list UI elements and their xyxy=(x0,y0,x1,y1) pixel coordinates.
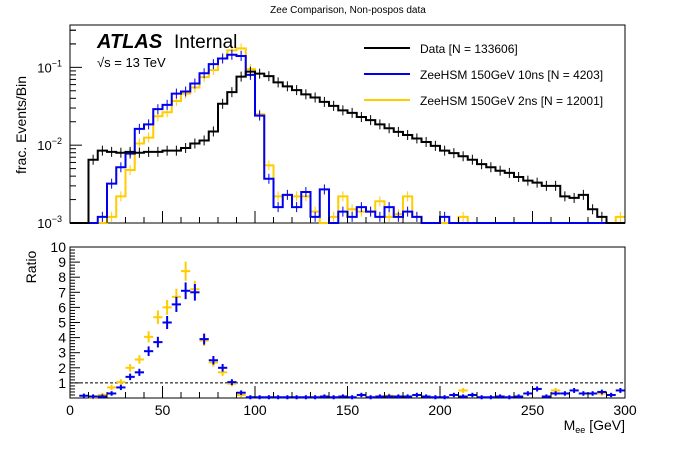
y-tick-label: 10−3 xyxy=(37,214,62,231)
histogram-1 xyxy=(70,53,625,224)
legend-label-10ns: ZeeHSM 150GeV 10ns [N = 4203] xyxy=(420,68,603,82)
x-tick-label: 50 xyxy=(155,402,171,418)
legend-label-2ns: ZeeHSM 150GeV 2ns [N = 12001] xyxy=(420,94,603,108)
top-x-axis xyxy=(69,211,626,223)
y-tick-label: 10 xyxy=(50,239,66,255)
ratio-x-axis: 0 50 100 150 200 250 300 xyxy=(66,386,637,418)
y-tick-label: 9 xyxy=(58,254,66,270)
histogram-0 xyxy=(70,70,625,224)
x-tick-label: 150 xyxy=(336,402,360,418)
y-tick-label: 8 xyxy=(58,269,66,285)
y-tick-label: 10−1 xyxy=(37,58,62,75)
y-tick-label: 2 xyxy=(58,360,66,376)
atlas-label: ATLAS xyxy=(96,31,163,53)
y-tick-label: 10−2 xyxy=(37,136,62,153)
y-tick-label: 5 xyxy=(58,315,66,331)
y-tick-label: 3 xyxy=(58,345,66,361)
top-y-axis: 10−3 10−2 10−1 xyxy=(37,29,82,231)
chart-title: Zee Comparison, Non-pospos data xyxy=(270,5,426,16)
y-tick-label: 7 xyxy=(58,284,66,300)
y-tick-label: 6 xyxy=(58,299,66,315)
internal-label: Internal xyxy=(174,32,237,53)
x-tick-label: 300 xyxy=(613,402,637,418)
legend-label-data: Data [N = 133606] xyxy=(420,42,518,56)
x-tick-label: 250 xyxy=(521,402,545,418)
y-tick-label: 4 xyxy=(58,330,66,346)
y-axis-label-ratio: Ratio xyxy=(23,250,39,283)
x-tick-label: 200 xyxy=(428,402,452,418)
y-axis-label-top: frac. Events/Bin xyxy=(13,76,29,174)
ratio-points xyxy=(70,261,625,400)
x-tick-label: 100 xyxy=(243,402,267,418)
x-tick-label: 0 xyxy=(66,402,74,418)
top-histograms xyxy=(70,43,625,224)
energy-label: √s = 13 TeV xyxy=(97,55,166,70)
x-axis-label: Mee [GeV] xyxy=(564,417,625,435)
legend: Data [N = 133606] ZeeHSM 150GeV 10ns [N … xyxy=(364,42,603,108)
ratio-panel-frame xyxy=(69,246,626,399)
y-tick-label: 1 xyxy=(58,375,66,391)
